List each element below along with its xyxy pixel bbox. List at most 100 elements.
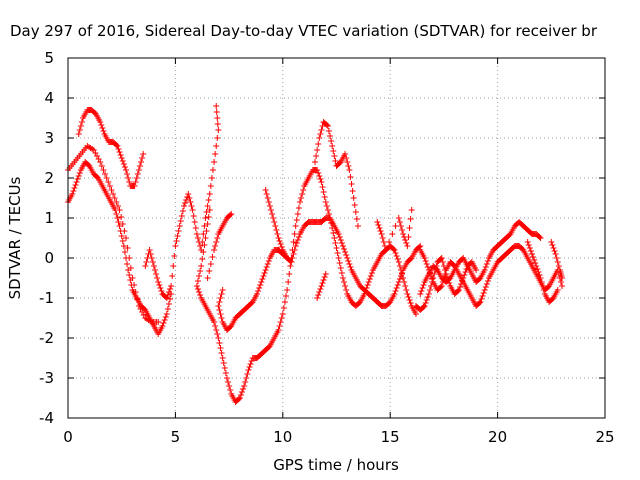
data-point — [348, 181, 355, 187]
data-point — [367, 273, 374, 279]
data-point — [330, 148, 337, 154]
data-point — [165, 301, 172, 307]
data-point — [225, 379, 232, 385]
data-point — [265, 258, 272, 264]
data-point — [334, 250, 341, 256]
data-point — [113, 211, 120, 217]
data-point — [339, 243, 346, 249]
data-point — [315, 292, 322, 298]
data-point — [454, 288, 461, 294]
data-point — [98, 163, 105, 169]
data-point — [366, 276, 373, 282]
data-point — [264, 195, 271, 201]
data-point — [342, 151, 349, 157]
data-point — [243, 375, 250, 381]
chart-title: Day 297 of 2016, Sidereal Day-to-day VTE… — [10, 22, 598, 40]
data-point — [176, 223, 183, 229]
data-point — [138, 159, 145, 165]
data-point — [277, 241, 284, 247]
data-point — [151, 267, 158, 273]
axis-ticks — [67, 57, 606, 419]
data-point — [261, 270, 268, 276]
data-point — [263, 191, 270, 197]
data-point — [379, 235, 386, 241]
data-point — [433, 263, 440, 269]
data-point — [395, 259, 402, 265]
data-point — [322, 271, 329, 277]
data-point — [142, 263, 149, 269]
data-point — [157, 285, 164, 291]
data-point — [346, 167, 353, 173]
data-point — [204, 221, 211, 227]
data-point — [161, 317, 168, 323]
data-point — [353, 216, 360, 222]
data-point — [283, 293, 290, 299]
data-point — [298, 195, 305, 201]
y-axis-tick-labels: -4 -3 -2 -1 0 1 2 3 4 5 — [39, 49, 54, 427]
data-point — [312, 159, 319, 165]
data-point — [175, 228, 182, 234]
data-point — [389, 231, 396, 237]
data-point — [537, 235, 544, 241]
data-point — [278, 315, 285, 321]
data-point — [262, 187, 269, 193]
data-point — [399, 227, 406, 233]
data-point — [368, 270, 375, 276]
data-point — [391, 247, 398, 253]
data-point — [318, 179, 325, 185]
data-point — [430, 275, 437, 281]
data-point — [332, 158, 339, 164]
data-point — [204, 275, 211, 281]
data-point — [119, 158, 126, 164]
data-point — [483, 281, 490, 287]
data-point — [214, 115, 221, 121]
data-point — [344, 255, 351, 261]
data-point — [158, 288, 165, 294]
data-point — [316, 135, 323, 141]
data-point — [192, 225, 199, 231]
data-point — [118, 214, 125, 220]
data-point — [320, 189, 327, 195]
data-point — [219, 287, 226, 293]
data-point — [124, 245, 131, 251]
data-point — [207, 183, 214, 189]
data-point — [323, 122, 330, 128]
data-point — [72, 182, 79, 188]
data-point — [218, 350, 225, 356]
y-tick-label: 2 — [44, 169, 54, 187]
data-point — [257, 282, 264, 288]
data-point — [524, 239, 531, 245]
data-point — [295, 205, 302, 211]
data-point — [100, 128, 107, 134]
data-point — [75, 131, 82, 137]
data-point — [194, 286, 201, 292]
data-point — [429, 279, 436, 285]
data-point — [201, 242, 208, 248]
data-point — [418, 288, 425, 294]
data-point — [323, 203, 330, 209]
data-point — [320, 277, 327, 283]
data-point — [222, 370, 229, 376]
data-point — [146, 247, 153, 253]
data-point — [327, 133, 334, 139]
data-point — [206, 268, 213, 274]
data-point — [549, 242, 556, 248]
data-point — [213, 327, 220, 333]
data-point — [269, 211, 276, 217]
data-point — [537, 275, 544, 281]
data-point — [216, 307, 223, 313]
data-point — [424, 294, 431, 300]
data-point — [174, 233, 181, 239]
data-point — [99, 125, 106, 131]
data-point — [217, 345, 224, 351]
data-point — [397, 223, 404, 229]
data-point — [354, 223, 361, 229]
data-point — [134, 171, 141, 177]
data-point — [554, 259, 561, 265]
data-point — [319, 184, 326, 190]
data-point — [255, 288, 262, 294]
data-point — [318, 127, 325, 133]
data-point — [113, 142, 120, 148]
data-point — [114, 203, 121, 209]
data-point — [126, 255, 133, 261]
